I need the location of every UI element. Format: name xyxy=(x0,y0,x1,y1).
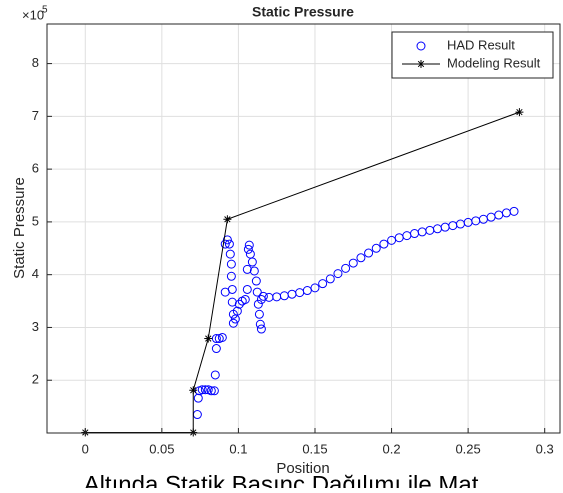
point xyxy=(348,258,358,268)
point xyxy=(252,287,262,297)
point xyxy=(364,248,374,258)
star-marker xyxy=(189,428,198,437)
plot-area xyxy=(47,24,560,433)
point xyxy=(255,319,265,329)
point xyxy=(211,344,221,354)
point xyxy=(371,243,381,253)
point xyxy=(302,286,312,296)
point xyxy=(244,240,254,250)
x-tick-label: 0.25 xyxy=(455,441,480,456)
y-tick-label: 3 xyxy=(32,319,39,334)
point xyxy=(325,274,335,284)
x-tick-label: 0.1 xyxy=(229,441,247,456)
point xyxy=(224,239,234,249)
legend-label: HAD Result xyxy=(447,37,515,52)
star-marker xyxy=(417,60,425,68)
legend-marker xyxy=(416,41,426,51)
point xyxy=(227,284,237,294)
point xyxy=(509,206,519,216)
point xyxy=(226,259,236,269)
point xyxy=(217,332,227,342)
point xyxy=(247,257,257,267)
point xyxy=(200,385,210,395)
y-tick-label: 4 xyxy=(32,266,39,281)
y-exponent: 5 xyxy=(42,5,48,16)
y-tick-label: 7 xyxy=(32,108,39,123)
point xyxy=(228,318,238,328)
legend-label: Modeling Result xyxy=(447,55,541,70)
x-tick-label: 0.3 xyxy=(536,441,554,456)
point xyxy=(242,284,252,294)
legend: HAD Result Modeling Result xyxy=(391,31,554,79)
x-tick-label: 0.15 xyxy=(302,441,327,456)
y-tick-label: 8 xyxy=(32,55,39,70)
legend-box xyxy=(391,31,554,79)
point xyxy=(249,266,259,276)
point xyxy=(310,283,320,293)
y-axis-label: Static Pressure xyxy=(11,177,28,279)
point xyxy=(232,306,242,316)
point xyxy=(254,309,264,319)
point xyxy=(222,235,232,245)
series-line xyxy=(85,111,520,433)
y-tick-label: 6 xyxy=(32,161,39,176)
point xyxy=(258,291,268,301)
point xyxy=(225,249,235,259)
point xyxy=(387,235,397,245)
point xyxy=(256,324,266,334)
x-axis-label: Position xyxy=(276,460,329,477)
plot-frame xyxy=(46,23,561,434)
star-marker xyxy=(223,215,232,224)
star-marker xyxy=(515,108,524,117)
star-marker xyxy=(189,386,198,395)
point xyxy=(242,264,252,274)
point xyxy=(226,271,236,281)
point xyxy=(234,299,244,309)
point xyxy=(356,253,366,263)
point xyxy=(193,393,203,403)
star-marker xyxy=(204,334,213,343)
point xyxy=(341,263,351,273)
point xyxy=(318,279,328,289)
point xyxy=(220,239,230,249)
point xyxy=(243,244,253,254)
x-tick-label: 0 xyxy=(82,441,89,456)
y-exponent-base: ×10 xyxy=(22,7,44,22)
point xyxy=(333,269,343,279)
point xyxy=(211,334,221,344)
point xyxy=(209,386,219,396)
point xyxy=(379,239,389,249)
point xyxy=(206,386,216,396)
point xyxy=(253,299,263,309)
x-tick-label: 0.2 xyxy=(383,441,401,456)
caption: Altında Statik Basınç Dağılımı ile Mat xyxy=(84,471,479,488)
point xyxy=(210,370,220,380)
y-tick-label: 2 xyxy=(32,372,39,387)
point xyxy=(240,294,250,304)
point xyxy=(251,276,261,286)
x-tick-label: 0.05 xyxy=(149,441,174,456)
y-tick-label: 5 xyxy=(32,213,39,228)
point xyxy=(197,385,207,395)
chart-title: Static Pressure xyxy=(252,4,354,20)
